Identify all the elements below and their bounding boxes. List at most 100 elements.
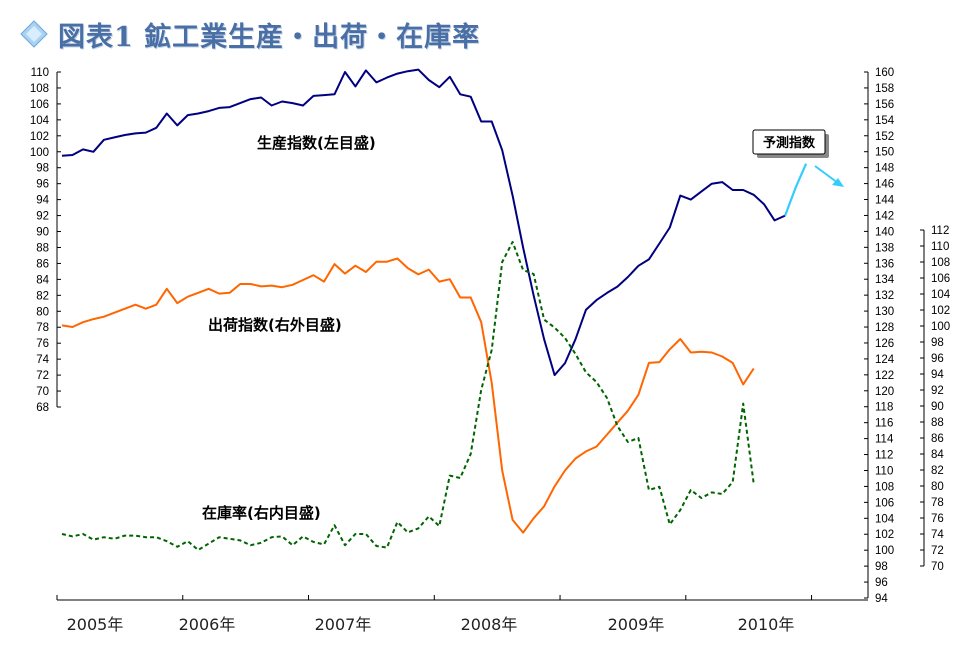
forecast-box-label: 予測指数 bbox=[763, 135, 816, 151]
y-tick-label: 100 bbox=[875, 545, 894, 557]
forecast-index-line bbox=[784, 163, 808, 216]
y-tick-label: 106 bbox=[30, 99, 49, 111]
y-tick-label: 74 bbox=[36, 354, 49, 366]
y-tick-label: 88 bbox=[931, 417, 944, 429]
y-tick-label: 90 bbox=[36, 227, 49, 239]
y-tick-label: 110 bbox=[931, 241, 949, 253]
y-tick-label: 130 bbox=[875, 306, 894, 318]
forecast-arrow-head bbox=[832, 178, 844, 187]
y-tick-label: 104 bbox=[875, 513, 895, 525]
diamond-icon bbox=[20, 20, 48, 48]
x-tick-label: 2005年 bbox=[67, 615, 124, 634]
y-tick-label: 100 bbox=[30, 147, 49, 159]
y-tick-label: 100 bbox=[931, 321, 950, 333]
x-tick-label: 2010年 bbox=[738, 615, 795, 634]
y-tick-label: 88 bbox=[36, 242, 49, 254]
y-tick-label: 158 bbox=[875, 83, 894, 95]
y-tick-label: 144 bbox=[875, 195, 895, 207]
inventory-label: 在庫率(右内目盛) bbox=[202, 504, 321, 522]
y-tick-label: 110 bbox=[31, 67, 49, 79]
chart-title: 図表1 鉱工業生産・出荷・在庫率 bbox=[20, 14, 480, 54]
y-tick-label: 96 bbox=[36, 179, 49, 191]
y-tick-label: 68 bbox=[36, 402, 49, 414]
shipment-label: 出荷指数(右外目盛) bbox=[208, 316, 342, 334]
shipment-index-line bbox=[61, 257, 755, 534]
y-tick-label: 84 bbox=[931, 449, 944, 461]
forecast-arrow-shaft bbox=[814, 165, 839, 184]
y-tick-label: 108 bbox=[30, 83, 49, 95]
y-tick-label: 80 bbox=[931, 481, 944, 493]
forecast-box bbox=[752, 129, 826, 155]
x-tick-label: 2009年 bbox=[608, 615, 665, 634]
y-tick-label: 94 bbox=[36, 195, 49, 207]
y-tick-label: 126 bbox=[875, 338, 894, 350]
y-tick-label: 110 bbox=[875, 465, 893, 477]
y-tick-label: 96 bbox=[931, 353, 944, 365]
y-tick-label: 112 bbox=[875, 450, 893, 462]
y-tick-label: 94 bbox=[875, 593, 888, 605]
y-tick-label: 70 bbox=[36, 386, 49, 398]
y-tick-label: 92 bbox=[931, 385, 944, 397]
y-tick-label: 118 bbox=[875, 402, 893, 414]
y-tick-label: 114 bbox=[875, 434, 894, 446]
y-tick-label: 104 bbox=[30, 115, 50, 127]
y-tick-label: 76 bbox=[36, 338, 49, 350]
inventory-ratio-line bbox=[61, 241, 755, 551]
y-tick-label: 82 bbox=[931, 465, 944, 477]
label-layer: 生産指数(左目盛) 出荷指数(右外目盛) 在庫率(右内目盛) 予測指数 bbox=[202, 129, 844, 522]
y-tick-label: 108 bbox=[875, 481, 894, 493]
y-tick-label: 160 bbox=[875, 67, 894, 79]
y-tick-label: 102 bbox=[931, 305, 950, 317]
y-tick-label: 74 bbox=[931, 529, 944, 541]
series-layer bbox=[61, 68, 808, 551]
y-tick-label: 146 bbox=[875, 179, 894, 191]
axes-layer: 68 70 72 74 76 78 80 82 84 86 88 90 92 94 96 98 100 102 10… bbox=[30, 67, 951, 634]
y-tick-label: 98 bbox=[931, 337, 944, 349]
y-tick-label: 94 bbox=[931, 369, 944, 381]
y-tick-label: 140 bbox=[875, 226, 894, 238]
y-tick-label: 102 bbox=[30, 131, 49, 143]
y-tick-label: 98 bbox=[36, 163, 49, 175]
y-tick-label: 70 bbox=[931, 561, 944, 573]
y-tick-label: 128 bbox=[875, 322, 894, 334]
y-tick-label: 106 bbox=[875, 497, 894, 509]
y-tick-label: 90 bbox=[931, 401, 944, 413]
y-tick-label: 86 bbox=[36, 258, 49, 270]
y-tick-label: 106 bbox=[931, 273, 950, 285]
y-tick-label: 120 bbox=[875, 386, 894, 398]
y-tick-label: 78 bbox=[36, 322, 49, 334]
y-tick-label: 72 bbox=[931, 545, 944, 557]
y-tick-label: 84 bbox=[36, 274, 49, 286]
y-tick-label: 80 bbox=[36, 306, 49, 318]
y-tick-label: 138 bbox=[875, 242, 894, 254]
y-tick-label: 142 bbox=[875, 210, 894, 222]
y-tick-label: 156 bbox=[875, 99, 894, 111]
y-tick-label: 148 bbox=[875, 163, 894, 175]
y-tick-label: 76 bbox=[931, 513, 944, 525]
y-tick-label: 108 bbox=[931, 257, 950, 269]
chart-title-text: 図表1 鉱工業生産・出荷・在庫率 bbox=[58, 21, 481, 53]
production-index-line bbox=[61, 68, 786, 377]
production-label: 生産指数(左目盛) bbox=[257, 134, 376, 152]
y-tick-label: 154 bbox=[875, 115, 895, 127]
y-tick-label: 78 bbox=[931, 497, 944, 509]
y-tick-label: 98 bbox=[875, 561, 888, 573]
y-tick-label: 96 bbox=[875, 577, 888, 589]
y-tick-label: 122 bbox=[875, 370, 894, 382]
y-tick-label: 136 bbox=[875, 258, 894, 270]
y-tick-label: 124 bbox=[875, 354, 895, 366]
x-tick-label: 2007年 bbox=[315, 615, 372, 634]
y-tick-label: 86 bbox=[931, 433, 944, 445]
y-tick-label: 102 bbox=[875, 529, 894, 541]
y-tick-label: 92 bbox=[36, 211, 49, 223]
y-tick-label: 134 bbox=[875, 274, 895, 286]
y-tick-label: 132 bbox=[875, 290, 894, 302]
y-tick-label: 116 bbox=[875, 418, 893, 430]
x-tick-label: 2006年 bbox=[179, 615, 236, 634]
y-tick-label: 72 bbox=[36, 370, 49, 382]
y-tick-label: 104 bbox=[931, 289, 951, 301]
y-tick-label: 150 bbox=[875, 147, 894, 159]
y-tick-label: 82 bbox=[36, 290, 49, 302]
x-tick-label: 2008年 bbox=[461, 615, 518, 634]
